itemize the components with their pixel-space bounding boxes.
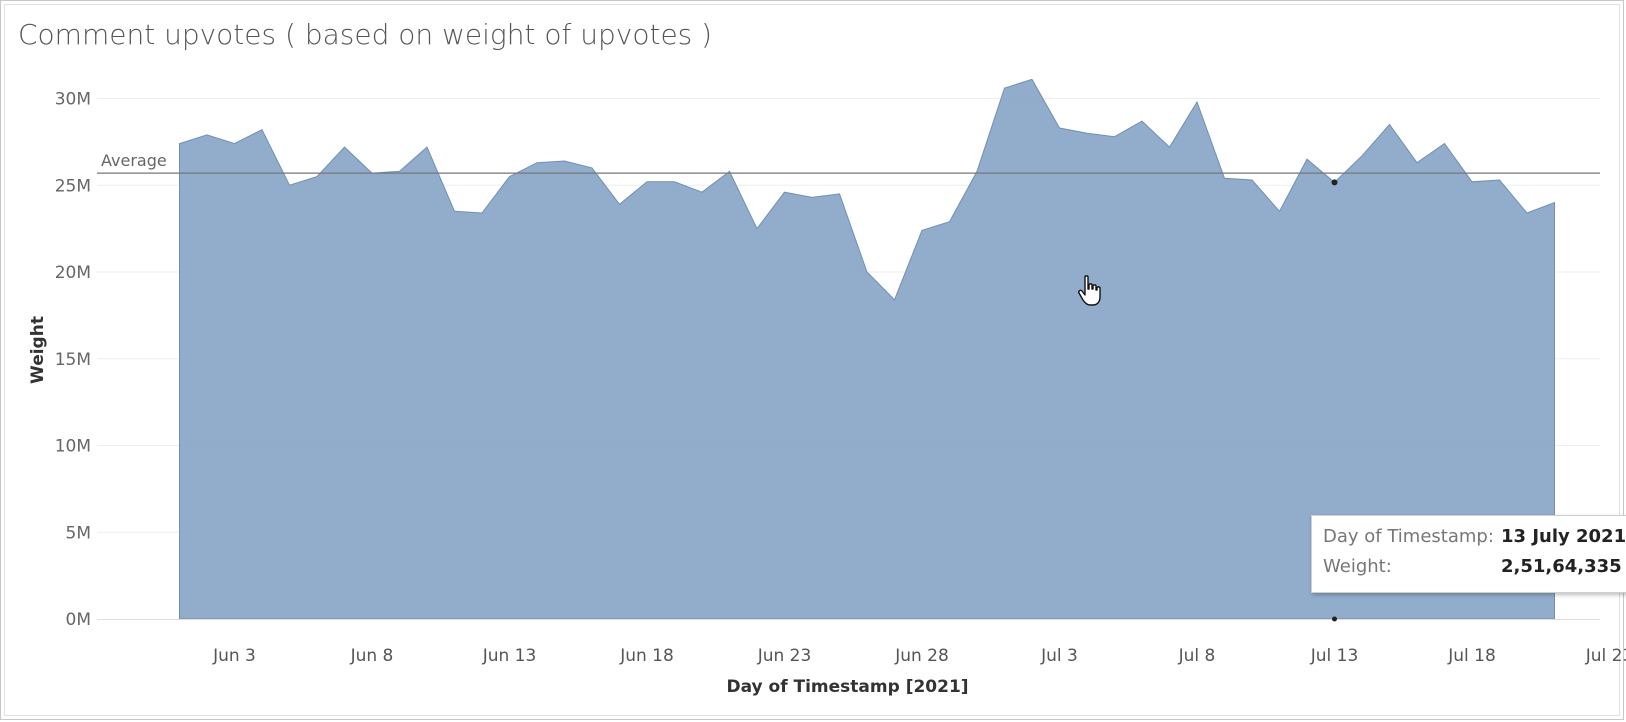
weight-area[interactable] bbox=[179, 78, 1555, 620]
y-tick-label: 0M bbox=[66, 610, 91, 630]
tooltip-day-value: 13 July 2021 bbox=[1501, 526, 1626, 547]
x-tick-label: Jun 13 bbox=[482, 646, 537, 666]
tooltip-weight-label: Weight: bbox=[1323, 556, 1392, 577]
tooltip-day-label: Day of Timestamp: bbox=[1323, 526, 1494, 547]
x-tick-label: Jun 23 bbox=[757, 646, 812, 666]
x-tick-label: Jul 23 bbox=[1585, 646, 1626, 666]
average-label: Average bbox=[101, 151, 167, 170]
x-tick-label: Jun 28 bbox=[894, 646, 949, 666]
x-axis-title: Day of Timestamp [2021] bbox=[726, 677, 968, 697]
y-axis-title: Weight bbox=[28, 316, 48, 384]
hover-point-marker[interactable] bbox=[1331, 179, 1338, 186]
x-tick-label: Jul 13 bbox=[1310, 646, 1359, 666]
y-tick-label: 5M bbox=[66, 523, 91, 543]
y-tick-label: 10M bbox=[55, 437, 91, 457]
tooltip-weight-value: 2,51,64,335 bbox=[1501, 556, 1622, 577]
x-tick-label: Jun 18 bbox=[619, 646, 674, 666]
chart-title: Comment upvotes ( based on weight of upv… bbox=[18, 18, 713, 51]
y-tick-label: 25M bbox=[55, 176, 91, 196]
x-tick-label: Jul 8 bbox=[1178, 646, 1216, 666]
x-tick-label: Jun 3 bbox=[212, 646, 256, 666]
y-tick-label: 30M bbox=[55, 90, 91, 110]
y-tick-label: 15M bbox=[55, 350, 91, 370]
average-label-background bbox=[99, 149, 173, 172]
hand-cursor-icon bbox=[1078, 275, 1101, 306]
x-tick-label: Jul 18 bbox=[1447, 646, 1496, 666]
x-axis-ticks: Jun 3 Jun 8 Jun 13 Jun 18 Jun 23 Jun 28 Jul 3 J… bbox=[212, 646, 1626, 666]
tooltip: Day of Timestamp: 13 July 2021 Weight: 2,5… bbox=[1311, 515, 1626, 593]
y-axis-ticks: 0M 5M 10M 15M 20M 25M 30M bbox=[55, 90, 91, 631]
x-tick-label: Jul 3 bbox=[1040, 646, 1078, 666]
y-tick-label: 20M bbox=[55, 263, 91, 283]
chart-inner-frame bbox=[4, 4, 1620, 716]
hover-baseline-marker bbox=[1332, 616, 1337, 622]
x-tick-label: Jun 8 bbox=[350, 646, 394, 666]
